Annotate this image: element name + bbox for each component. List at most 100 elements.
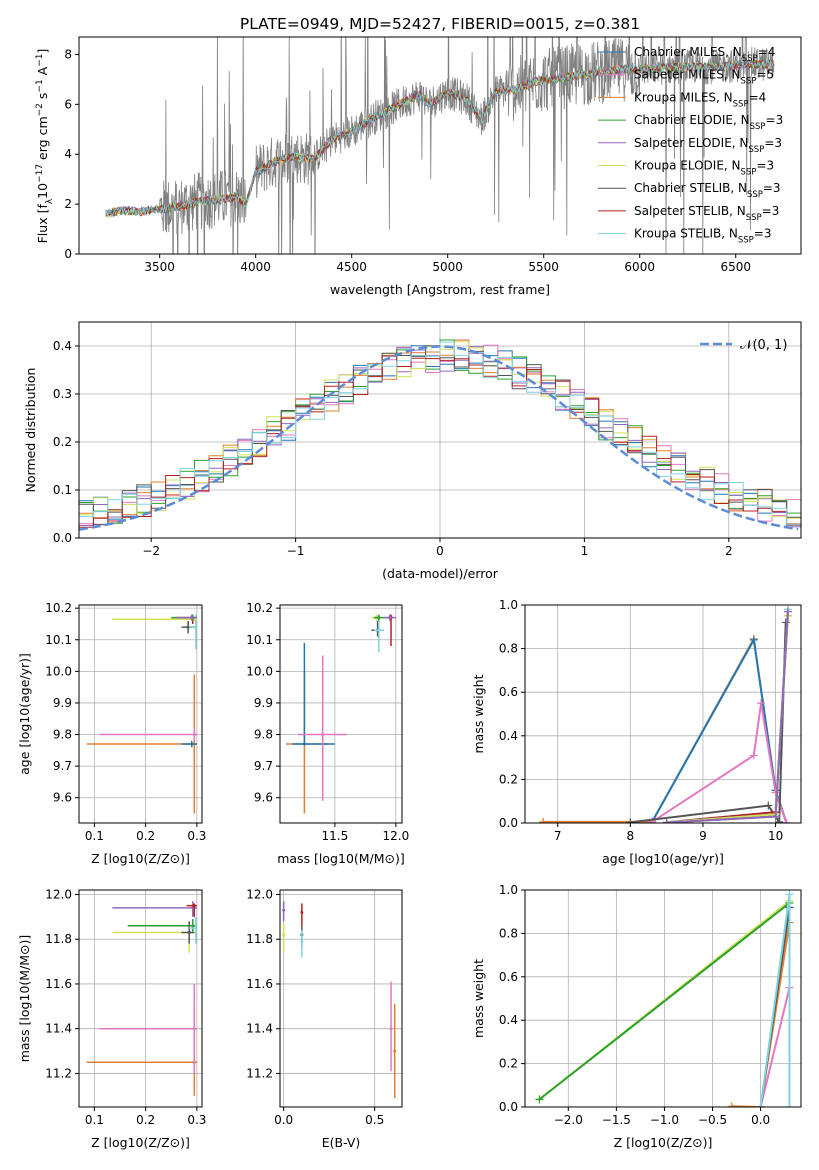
legend-model: Kroupa MILES, N (634, 90, 733, 104)
model-spectrum-line (105, 59, 775, 218)
data-point (192, 1027, 196, 1031)
axes-frame (524, 889, 802, 1108)
x-tick-label: −1.5 (602, 1113, 631, 1127)
x-tick-label: 12.0 (383, 829, 410, 843)
legend-model: Salpeter STELIB, N (634, 204, 746, 218)
data-point (321, 733, 325, 737)
weight-marker (764, 801, 773, 810)
weight-marker (749, 635, 758, 644)
y-tick-label: 2 (64, 197, 72, 211)
y-tick-label: 9.6 (53, 791, 72, 805)
y-axis-label-part: λ (45, 198, 55, 204)
y-tick-label: 9.8 (53, 728, 72, 742)
legend-sub: SSP (733, 99, 749, 109)
legend-model: Kroupa ELODIE, N (634, 159, 741, 173)
legend-sub: SSP (747, 190, 763, 200)
y-tick-label: 11.2 (45, 1066, 72, 1080)
y-tick-label: 0.2 (53, 435, 72, 449)
y-axis-label: Normed distribution (23, 368, 38, 493)
axes-weight-vs-Z: −2.0 −1.5 −1.0 −0.5 0.0 0.0 0.2 0.4 0.6 0.8 1.0 Z [… (471, 883, 802, 1150)
weight-marker (783, 607, 792, 616)
y-axis-label-part: Flux [f (35, 204, 50, 244)
legend-count: =4 (749, 90, 767, 104)
x-tick-label: 0.2 (136, 1113, 155, 1127)
data-point (282, 908, 286, 912)
weight-marker (727, 1102, 736, 1107)
y-tick-label: 0.8 (499, 926, 518, 940)
x-tick-label: 6000 (624, 260, 655, 274)
plot-layer: 3500 4000 4500 5000 5500 6000 6500 0 2 4 6 8 wavelen… (17, 36, 802, 1150)
data-point (192, 904, 196, 908)
x-tick-label: −1.0 (650, 1113, 679, 1127)
y-tick-label: 4 (64, 147, 72, 161)
residual-histogram (79, 341, 801, 525)
y-axis-label-part: A (35, 66, 50, 79)
x-tick-label: 0.5 (365, 1113, 384, 1127)
data-point (302, 742, 306, 746)
data-point (282, 933, 286, 937)
weight-marker (785, 890, 794, 899)
data-point (190, 616, 194, 620)
y-axis-label-part: 10 (35, 183, 50, 199)
axes-residuals: −2 −1 0 1 2 0.0 0.1 0.2 0.3 0.4 (data-model)/error… (23, 321, 802, 581)
weight-marker (771, 812, 780, 821)
x-tick-label: 1 (581, 544, 589, 558)
legend-sub: SSP (741, 168, 757, 178)
weight-marker (771, 788, 780, 797)
axes-weight-vs-age: 7 8 9 10 0.0 0.2 0.4 0.6 0.8 1.0 age [log10(age/yr… (471, 598, 802, 866)
weight-marker (756, 1103, 765, 1107)
weight-marker (749, 751, 758, 760)
weight-marker (782, 819, 791, 823)
y-tick-label: 12.0 (246, 887, 273, 901)
y-tick-label: 9.8 (254, 728, 273, 742)
y-tick-label: 0.0 (499, 816, 518, 830)
x-tick-label: −2 (142, 544, 160, 558)
legend-label: Kroupa MILES, NSSP=4 (634, 90, 766, 109)
weight-marker (539, 817, 548, 823)
y-axis-label: mass [log10(M/M⊙)] (17, 935, 32, 1063)
legend-count: =3 (754, 227, 772, 241)
x-tick-label: 8 (626, 829, 634, 843)
legend-count: =3 (766, 113, 784, 127)
legend-count: =4 (758, 45, 776, 59)
y-tick-label: 10.2 (45, 601, 72, 615)
x-axis-label: wavelength [Angstrom, rest frame] (330, 282, 550, 297)
weight-marker (626, 818, 635, 823)
x-tick-label: 7 (554, 829, 562, 843)
legend-label: Salpeter STELIB, NSSP=3 (634, 204, 779, 223)
y-axis-label: mass weight (471, 959, 486, 1038)
data-point (389, 1027, 393, 1031)
data-point (300, 939, 304, 943)
x-tick-label: 0.0 (274, 1113, 293, 1127)
legend-label: 𝒩(0, 1) (740, 338, 787, 353)
data-point (194, 926, 198, 930)
weight-marker (535, 1095, 544, 1104)
legend-count: =3 (762, 204, 780, 218)
legend-count: =5 (756, 68, 774, 82)
axes-frame (279, 604, 403, 824)
legend-sub: SSP (750, 122, 766, 132)
axes-mass-vs-EBV: 0.0 0.5 11.2 11.4 11.6 11.8 12.0 E(B-V) (246, 887, 403, 1150)
legend-sub: SSP (741, 77, 757, 87)
legend-sub: SSP (742, 54, 758, 64)
x-tick-label: 0.2 (136, 829, 155, 843)
x-tick-label: −0.5 (698, 1113, 727, 1127)
x-axis-label: Z [log10(Z/Z⊙)] (614, 1135, 713, 1150)
y-tick-label: 0.4 (53, 339, 72, 353)
legend-sub: SSP (748, 145, 764, 155)
x-axis-label: Z [log10(Z/Z⊙)] (91, 1135, 190, 1150)
x-tick-label: 0.3 (187, 1113, 206, 1127)
y-tick-label: 9.7 (254, 759, 273, 773)
y-axis-label-part: s (35, 93, 50, 104)
data-point (393, 1049, 397, 1053)
y-tick-label: 0.6 (499, 685, 518, 699)
legend-label: Chabrier MILES, NSSP=4 (634, 45, 775, 64)
x-tick-label: −2.0 (554, 1113, 583, 1127)
scatter-plot-area (86, 614, 198, 814)
y-tick-label: 10.0 (246, 664, 273, 678)
x-tick-label: 0.3 (187, 829, 206, 843)
x-tick-label: 3500 (144, 260, 175, 274)
y-tick-label: 11.8 (45, 932, 72, 946)
axes-frame (78, 36, 802, 255)
weight-marker (757, 699, 766, 708)
